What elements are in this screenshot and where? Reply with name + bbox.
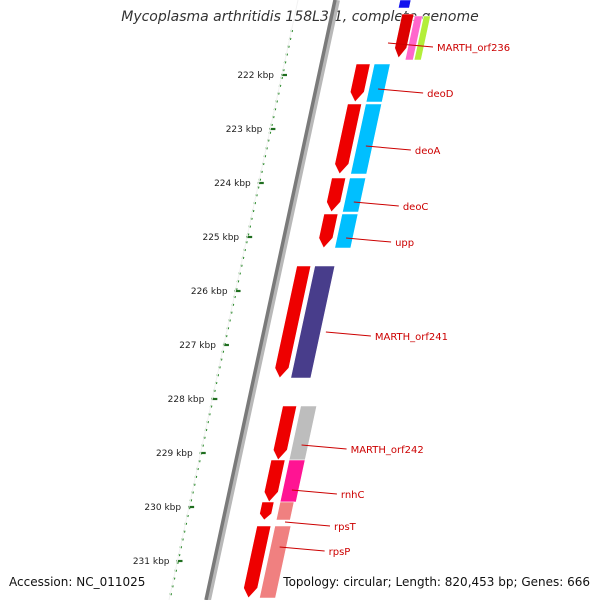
backbone-shadow bbox=[205, 0, 340, 600]
gene-label-leader bbox=[279, 546, 325, 552]
gene-label-text[interactable]: upp bbox=[395, 238, 414, 249]
gene-label-leader bbox=[301, 444, 347, 450]
forward-gene-arrow[interactable] bbox=[259, 501, 275, 521]
scale-tick-label: 229 kbp bbox=[156, 449, 193, 459]
gene-label-text[interactable]: rpsT bbox=[334, 522, 357, 533]
gene-label-text[interactable]: MARTH_orf242 bbox=[351, 445, 424, 456]
gene-label-leader bbox=[284, 521, 331, 527]
gene-label-text[interactable]: rpsP bbox=[329, 547, 351, 558]
scale-tick-label: 228 kbp bbox=[168, 395, 205, 405]
gene-band[interactable] bbox=[259, 525, 292, 599]
map-title: Mycoplasma arthritidis 158L3-1, complete… bbox=[121, 9, 479, 25]
gene-label-text[interactable]: deoD bbox=[427, 89, 454, 100]
gene-label-upp[interactable]: upp bbox=[346, 237, 414, 249]
gene-label-text[interactable]: MARTH_orf236 bbox=[437, 43, 510, 54]
forward-gene-arrow[interactable] bbox=[394, 13, 415, 59]
gene-label-leader bbox=[353, 201, 399, 207]
scale-tick-label: 230 kbp bbox=[144, 503, 181, 513]
gene-band[interactable] bbox=[397, 0, 412, 9]
gene-label-rpst[interactable]: rpsT bbox=[284, 521, 357, 533]
backbone-line bbox=[204, 0, 337, 600]
gene-label-marth-orf242[interactable]: MARTH_orf242 bbox=[301, 444, 424, 456]
gene-label-leader bbox=[378, 88, 424, 94]
gene-label-leader bbox=[387, 42, 434, 48]
gene-label-rpsp[interactable]: rpsP bbox=[279, 546, 351, 558]
forward-gene-arrow[interactable] bbox=[263, 459, 286, 503]
gene-label-leader bbox=[291, 489, 337, 495]
gene-label-leader bbox=[325, 331, 371, 337]
gene-label-deoc[interactable]: deoC bbox=[353, 201, 429, 213]
gene-band[interactable] bbox=[342, 177, 367, 213]
gene-label-text[interactable]: rnhC bbox=[341, 490, 365, 501]
gene-band[interactable] bbox=[290, 265, 336, 379]
scale-tick-label: 224 kbp bbox=[214, 179, 251, 189]
gene-features bbox=[243, 0, 431, 599]
scale-tick-label: 231 kbp bbox=[133, 557, 170, 567]
forward-gene-arrow[interactable] bbox=[349, 63, 371, 103]
gene-label-text[interactable]: MARTH_orf241 bbox=[375, 332, 448, 343]
forward-gene-arrow[interactable] bbox=[318, 213, 339, 249]
scale-tick-label: 227 kbp bbox=[179, 341, 216, 351]
gene-label-rnhc[interactable]: rnhC bbox=[291, 489, 365, 501]
gene-label-text[interactable]: deoA bbox=[415, 146, 441, 157]
scale-tick-label: 226 kbp bbox=[191, 287, 228, 297]
scale-tick-label: 223 kbp bbox=[226, 125, 263, 135]
inner-guide bbox=[168, 0, 299, 600]
gene-band[interactable] bbox=[279, 459, 306, 503]
gene-label-leader bbox=[346, 237, 392, 243]
gene-label-group: MARTH_orf236 deoD deoA deoC upp MARTH_orf241 M… bbox=[279, 42, 510, 558]
forward-gene-arrow[interactable] bbox=[334, 103, 363, 175]
gene-label-marth-orf241[interactable]: MARTH_orf241 bbox=[325, 331, 448, 343]
genome-summary: Topology: circular; Length: 820,453 bp; … bbox=[283, 575, 590, 589]
gene-band[interactable] bbox=[275, 501, 295, 521]
gene-label-marth-orf236[interactable]: MARTH_orf236 bbox=[387, 42, 510, 54]
gene-label-deoa[interactable]: deoA bbox=[365, 145, 441, 157]
forward-gene-arrow[interactable] bbox=[326, 177, 347, 213]
gene-band[interactable] bbox=[365, 63, 391, 103]
gene-band[interactable] bbox=[404, 15, 423, 61]
gene-label-text[interactable]: deoC bbox=[403, 202, 429, 213]
genome-backbone bbox=[168, 0, 340, 600]
gene-band[interactable] bbox=[334, 213, 359, 249]
forward-gene-arrow[interactable] bbox=[274, 265, 312, 379]
scale-tick-label: 225 kbp bbox=[202, 233, 239, 243]
gene-label-deod[interactable]: deoD bbox=[378, 88, 454, 100]
accession-label: Accession: NC_011025 bbox=[9, 575, 146, 589]
gene-band[interactable] bbox=[350, 103, 383, 175]
forward-gene-arrow[interactable] bbox=[272, 405, 298, 461]
scale-tick-label: 222 kbp bbox=[237, 71, 274, 81]
forward-gene-arrow[interactable] bbox=[243, 525, 272, 599]
gene-label-leader bbox=[365, 145, 411, 151]
